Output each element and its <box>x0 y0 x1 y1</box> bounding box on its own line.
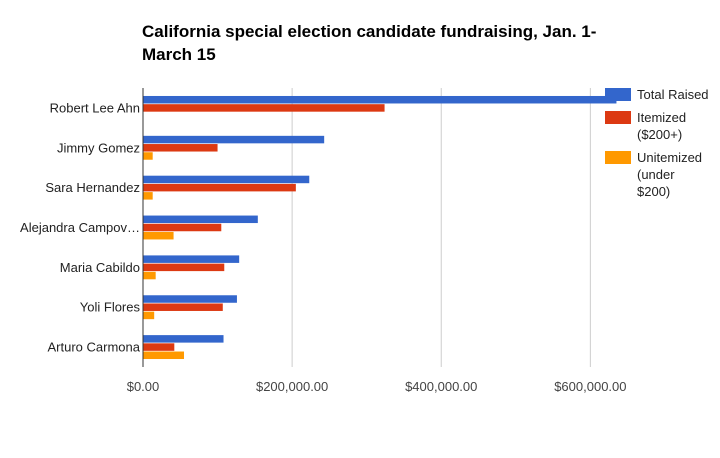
bars <box>143 95 617 360</box>
bar-itemized-200-robert-lee-ahn <box>143 104 385 112</box>
bar-itemized-200-jimmy-gomez <box>143 144 218 152</box>
x-tick-label: $200,000.00 <box>256 379 328 394</box>
bar-unitemized-under-200-maria-cabildo <box>143 271 156 280</box>
legend-swatch-itemized-200 <box>605 111 631 124</box>
bar-itemized-200-maria-cabildo <box>143 263 225 272</box>
x-tick-label: $400,000.00 <box>405 379 477 394</box>
y-tick-label: Robert Lee Ahn <box>50 100 140 115</box>
legend-label-itemized-200: Itemized ($200+) <box>637 110 686 142</box>
bar-itemized-200-yoli-flores <box>143 303 223 311</box>
y-tick-label: Alejandra Campov… <box>20 220 140 235</box>
y-tick-label: Arturo Carmona <box>48 340 141 355</box>
bar-total-raised-arturo-carmona <box>143 335 224 343</box>
bar-itemized-200-alejandra-campov <box>143 223 222 232</box>
legend: Total Raised Itemized ($200+) Unitemized (un… <box>605 87 709 199</box>
y-tick-label: Sara Hernandez <box>45 180 140 195</box>
bar-total-raised-robert-lee-ahn <box>143 95 617 104</box>
grid-lines <box>291 88 591 367</box>
bar-unitemized-under-200-yoli-flores <box>143 311 155 320</box>
x-tick-label: $0.00 <box>127 379 160 394</box>
bar-itemized-200-arturo-carmona <box>143 343 175 351</box>
bar-total-raised-jimmy-gomez <box>143 135 325 144</box>
y-tick-label: Jimmy Gomez <box>57 140 140 155</box>
bar-unitemized-under-200-alejandra-campov <box>143 231 174 240</box>
bar-total-raised-maria-cabildo <box>143 255 240 263</box>
x-tick-label: $600,000.00 <box>554 379 626 394</box>
bar-itemized-200-sara-hernandez <box>143 183 296 192</box>
y-tick-label: Yoli Flores <box>80 300 141 315</box>
bar-total-raised-yoli-flores <box>143 295 237 303</box>
y-tick-label: Maria Cabildo <box>60 260 140 275</box>
bar-unitemized-under-200-arturo-carmona <box>143 351 185 360</box>
legend-swatch-total-raised <box>605 88 631 101</box>
axes: $0.00 $200,000.00 $400,000.00 $600,000.00 Ro… <box>20 88 627 394</box>
bar-total-raised-sara-hernandez <box>143 175 310 184</box>
bar-unitemized-under-200-sara-hernandez <box>143 192 153 200</box>
legend-swatch-unitemized-under-200 <box>605 151 631 164</box>
legend-label-total-raised: Total Raised <box>637 87 709 102</box>
legend-label-unitemized-under-200: Unitemized (under $200) <box>637 150 702 199</box>
bar-unitemized-under-200-jimmy-gomez <box>143 152 153 160</box>
chart-title: California special election candidate fu… <box>142 22 597 64</box>
bar-total-raised-alejandra-campov <box>143 215 258 224</box>
